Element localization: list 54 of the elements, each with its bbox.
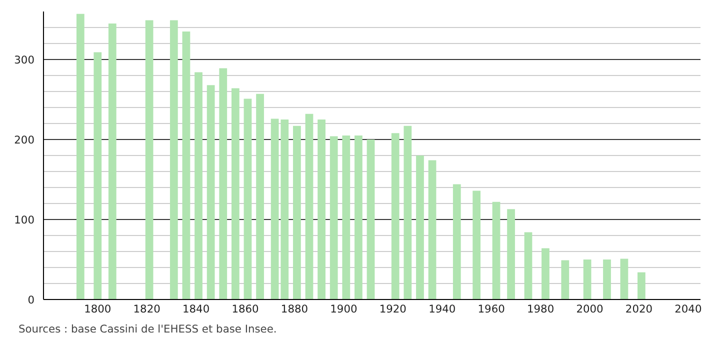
x-tick-label: 2040 (674, 302, 702, 316)
bar (280, 120, 289, 300)
bar (452, 184, 461, 300)
bar (182, 32, 190, 300)
bar (342, 136, 350, 300)
bar (206, 85, 215, 300)
bar (318, 120, 326, 300)
y-tick-label: 0 (28, 294, 35, 306)
bar (170, 20, 178, 300)
x-tick-label: 1820 (133, 302, 161, 316)
x-tick-label: 1840 (182, 302, 210, 316)
x-tick-label: 1860 (232, 302, 260, 316)
y-tick-label: 300 (14, 54, 35, 66)
bar (620, 258, 628, 300)
bar (542, 248, 550, 300)
x-tick-label: 1920 (379, 302, 407, 316)
bar (391, 133, 400, 300)
x-tick-label: 1800 (84, 302, 112, 316)
bar (94, 52, 102, 300)
bar (354, 136, 362, 300)
x-tick-label: 1940 (428, 302, 456, 316)
bar (603, 260, 611, 300)
x-tick-label: 2000 (576, 302, 604, 316)
bar (472, 190, 481, 300)
bar (330, 136, 338, 300)
bar (492, 202, 500, 300)
bar (416, 156, 424, 300)
bar (244, 98, 252, 300)
bar (145, 20, 154, 300)
x-tick-label: 2020 (625, 302, 653, 316)
x-tick-label: 1980 (526, 302, 554, 316)
bar (76, 14, 84, 300)
bar (256, 94, 264, 300)
bar (108, 24, 116, 300)
bar (404, 126, 412, 300)
bar (305, 114, 314, 300)
bar (293, 126, 301, 300)
bar (270, 118, 279, 300)
x-tick-label: 1960 (478, 302, 506, 316)
x-tick-label: 1900 (330, 302, 358, 316)
bar (366, 140, 375, 300)
y-tick-label: 200 (14, 134, 35, 146)
bar (507, 209, 515, 300)
bar (231, 88, 240, 300)
y-tick-label: 100 (14, 214, 35, 226)
source-note: Sources : base Cassini de l'EHESS et base Insee. (18, 322, 277, 336)
bar (638, 272, 646, 300)
bar (194, 72, 202, 300)
bar (524, 232, 532, 300)
x-tick-label: 1880 (280, 302, 308, 316)
bar (561, 260, 570, 300)
bar (583, 260, 592, 300)
bar (428, 160, 436, 300)
bar (219, 68, 228, 300)
